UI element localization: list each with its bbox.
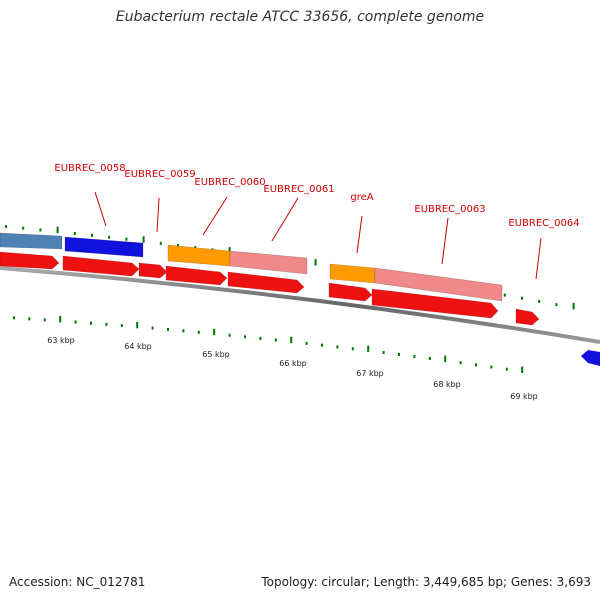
gene-label[interactable]: EUBREC_0064 bbox=[508, 218, 579, 229]
gene-label[interactable]: EUBREC_0063 bbox=[414, 204, 485, 215]
kbp-label: 68 kbp bbox=[433, 380, 461, 389]
cds-arrow[interactable] bbox=[165, 265, 228, 286]
gene-bar[interactable] bbox=[64, 236, 144, 258]
leader-line bbox=[441, 217, 449, 265]
cds-arrow[interactable] bbox=[138, 262, 168, 279]
cds-arrow[interactable] bbox=[371, 288, 499, 319]
gene-label[interactable]: greA bbox=[350, 192, 373, 203]
gene-label[interactable]: EUBREC_0061 bbox=[263, 184, 334, 195]
kbp-label: 63 kbp bbox=[47, 336, 75, 345]
gene-label[interactable]: EUBREC_0059 bbox=[124, 169, 195, 180]
leader-line bbox=[202, 196, 228, 236]
cds-arrow[interactable] bbox=[227, 271, 305, 294]
gene-bar[interactable] bbox=[229, 250, 308, 275]
topology-text: Topology: circular; Length: 3,449,685 bp… bbox=[261, 575, 591, 589]
leader-line bbox=[535, 237, 542, 280]
leader-line bbox=[156, 197, 160, 233]
leader-line bbox=[271, 197, 299, 242]
gene-label[interactable]: EUBREC_0060 bbox=[194, 177, 265, 188]
kbp-label: 67 kbp bbox=[356, 369, 384, 378]
kbp-label: 66 kbp bbox=[279, 359, 307, 368]
cds-arrow[interactable] bbox=[515, 308, 540, 326]
label-leader-lines bbox=[94, 191, 542, 280]
gene-bar[interactable] bbox=[167, 244, 231, 267]
lower-tick-marks bbox=[13, 315, 524, 374]
gene-bar[interactable] bbox=[374, 267, 503, 302]
cds-arrow[interactable] bbox=[62, 255, 140, 277]
gene-arrow[interactable] bbox=[581, 350, 600, 366]
kbp-label: 65 kbp bbox=[202, 350, 230, 359]
map-title: Eubacterium rectale ATCC 33656, complete… bbox=[115, 9, 485, 25]
cds-arrow[interactable] bbox=[328, 282, 373, 302]
kbp-label: 64 kbp bbox=[124, 342, 152, 351]
gene-bar[interactable] bbox=[329, 263, 376, 284]
cds-arrow[interactable] bbox=[0, 251, 60, 270]
leader-line bbox=[356, 215, 363, 254]
genome-backbone bbox=[0, 266, 600, 344]
gene-label[interactable]: EUBREC_0058 bbox=[54, 163, 125, 174]
kbp-label: 69 kbp bbox=[510, 392, 538, 401]
gene-bar[interactable] bbox=[0, 232, 63, 250]
leader-line bbox=[94, 191, 107, 227]
accession-text: Accession: NC_012781 bbox=[9, 575, 146, 589]
gene-labels: EUBREC_0058EUBREC_0059EUBREC_0060EUBREC_… bbox=[47, 163, 579, 401]
feature-track bbox=[0, 232, 600, 366]
